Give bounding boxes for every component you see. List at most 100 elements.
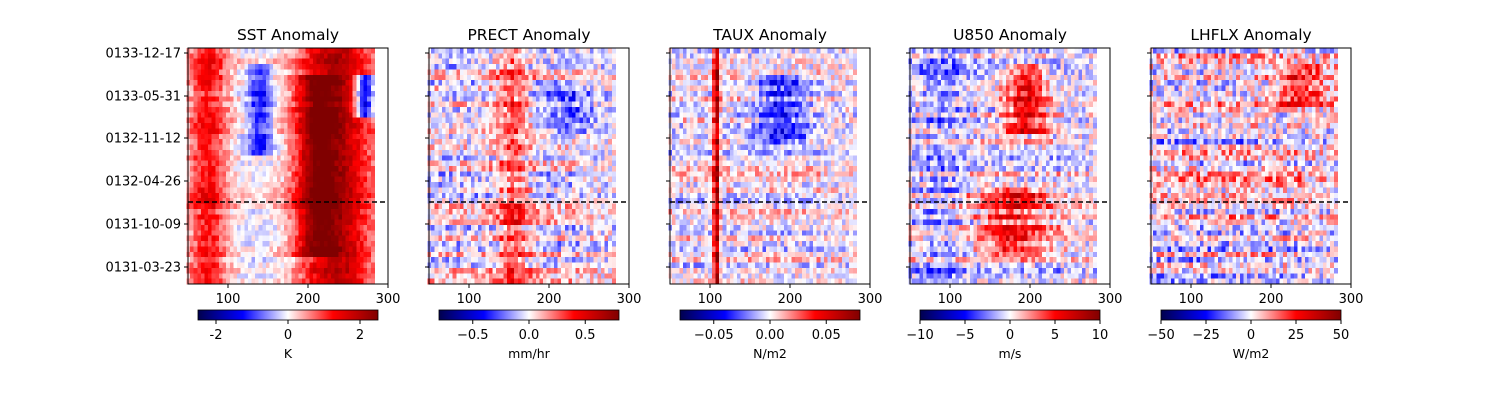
heatmap-cell	[583, 252, 587, 258]
heatmap-cell	[579, 214, 583, 220]
heatmap-cell	[489, 123, 493, 129]
heatmap-cell	[306, 204, 310, 210]
heatmap-cell	[489, 139, 493, 145]
heatmap-cell	[608, 128, 612, 134]
heatmap-cell	[280, 252, 284, 258]
heatmap-cell	[482, 128, 486, 134]
heatmap-cell	[367, 102, 371, 108]
heatmap-cell	[194, 273, 198, 279]
heatmap-cell	[586, 96, 590, 102]
heatmap-cell	[255, 91, 259, 97]
heatmap-cell	[204, 75, 208, 81]
heatmap-cell	[518, 86, 522, 92]
heatmap-cell	[474, 102, 478, 108]
heatmap-cell	[298, 128, 302, 134]
heatmap-cell	[226, 241, 230, 247]
heatmap-cell	[586, 118, 590, 124]
heatmap-cell	[601, 118, 605, 124]
heatmap-cell	[478, 91, 482, 97]
heatmap-cell	[219, 220, 223, 226]
heatmap-cell	[349, 107, 353, 113]
heatmap-cell	[353, 139, 357, 145]
heatmap-cell	[554, 75, 558, 81]
heatmap-cell	[561, 48, 565, 54]
heatmap-cell	[597, 112, 601, 118]
heatmap-cell	[212, 236, 216, 242]
heatmap-cell	[295, 246, 299, 252]
heatmap-cell	[273, 107, 277, 113]
heatmap-cell	[511, 53, 515, 59]
heatmap-cell	[612, 145, 616, 151]
heatmap-cell	[572, 53, 576, 59]
heatmap-cell	[741, 75, 745, 81]
heatmap-cell	[431, 102, 435, 108]
heatmap-cell	[601, 123, 605, 129]
heatmap-cell	[364, 107, 368, 113]
heatmap-cell	[550, 171, 554, 177]
heatmap-cell	[511, 134, 515, 140]
heatmap-cell	[327, 86, 331, 92]
heatmap-cell	[503, 220, 507, 226]
heatmap-cell	[273, 257, 277, 263]
heatmap-cell	[471, 198, 475, 204]
heatmap-cell	[435, 209, 439, 215]
heatmap-cell	[482, 102, 486, 108]
heatmap-cell	[568, 273, 572, 279]
heatmap-cell	[485, 204, 489, 210]
heatmap-cell	[342, 86, 346, 92]
heatmap-cell	[507, 252, 511, 258]
heatmap-cell	[302, 198, 306, 204]
heatmap-cell	[219, 75, 223, 81]
heatmap-cell	[320, 230, 324, 236]
heatmap-cell	[474, 107, 478, 113]
heatmap-cell	[208, 80, 212, 86]
heatmap-cell	[324, 91, 328, 97]
heatmap-cell	[277, 123, 281, 129]
heatmap-cell	[233, 48, 237, 54]
heatmap-cell	[539, 209, 543, 215]
heatmap-cell	[435, 198, 439, 204]
heatmap-cell	[453, 171, 457, 177]
heatmap-cell	[219, 246, 223, 252]
heatmap-cell	[273, 64, 277, 70]
heatmap-cell	[194, 182, 198, 188]
heatmap-cell	[464, 112, 468, 118]
heatmap-cell	[251, 230, 255, 236]
heatmap-cell	[464, 145, 468, 151]
heatmap-cell	[190, 69, 194, 75]
heatmap-cell	[586, 241, 590, 247]
heatmap-cell	[777, 69, 781, 75]
heatmap-cell	[521, 220, 525, 226]
heatmap-cell	[197, 193, 201, 199]
heatmap-cell	[529, 263, 533, 269]
heatmap-cell	[360, 187, 364, 193]
heatmap-cell	[590, 161, 594, 167]
heatmap-cell	[784, 59, 788, 65]
heatmap-cell	[277, 204, 281, 210]
heatmap-cell	[550, 263, 554, 269]
heatmap-cell	[435, 182, 439, 188]
heatmap-cell	[190, 263, 194, 269]
heatmap-cell	[288, 59, 292, 65]
heatmap-cell	[478, 187, 482, 193]
heatmap-cell	[230, 230, 234, 236]
heatmap-cell	[309, 236, 313, 242]
heatmap-cell	[237, 177, 241, 183]
heatmap-cell	[576, 177, 580, 183]
heatmap-cell	[331, 91, 335, 97]
heatmap-cell	[601, 268, 605, 274]
heatmap-cell	[212, 112, 216, 118]
heatmap-cell	[215, 246, 219, 252]
heatmap-cell	[456, 257, 460, 263]
heatmap-cell	[244, 241, 248, 247]
heatmap-cell	[471, 236, 475, 242]
heatmap-cell	[467, 145, 471, 151]
heatmap-cell	[324, 193, 328, 199]
heatmap-cell	[849, 64, 853, 70]
heatmap-cell	[511, 263, 515, 269]
heatmap-cell	[579, 268, 583, 274]
heatmap-cell	[241, 273, 245, 279]
heatmap-cell	[273, 171, 277, 177]
heatmap-cell	[349, 182, 353, 188]
